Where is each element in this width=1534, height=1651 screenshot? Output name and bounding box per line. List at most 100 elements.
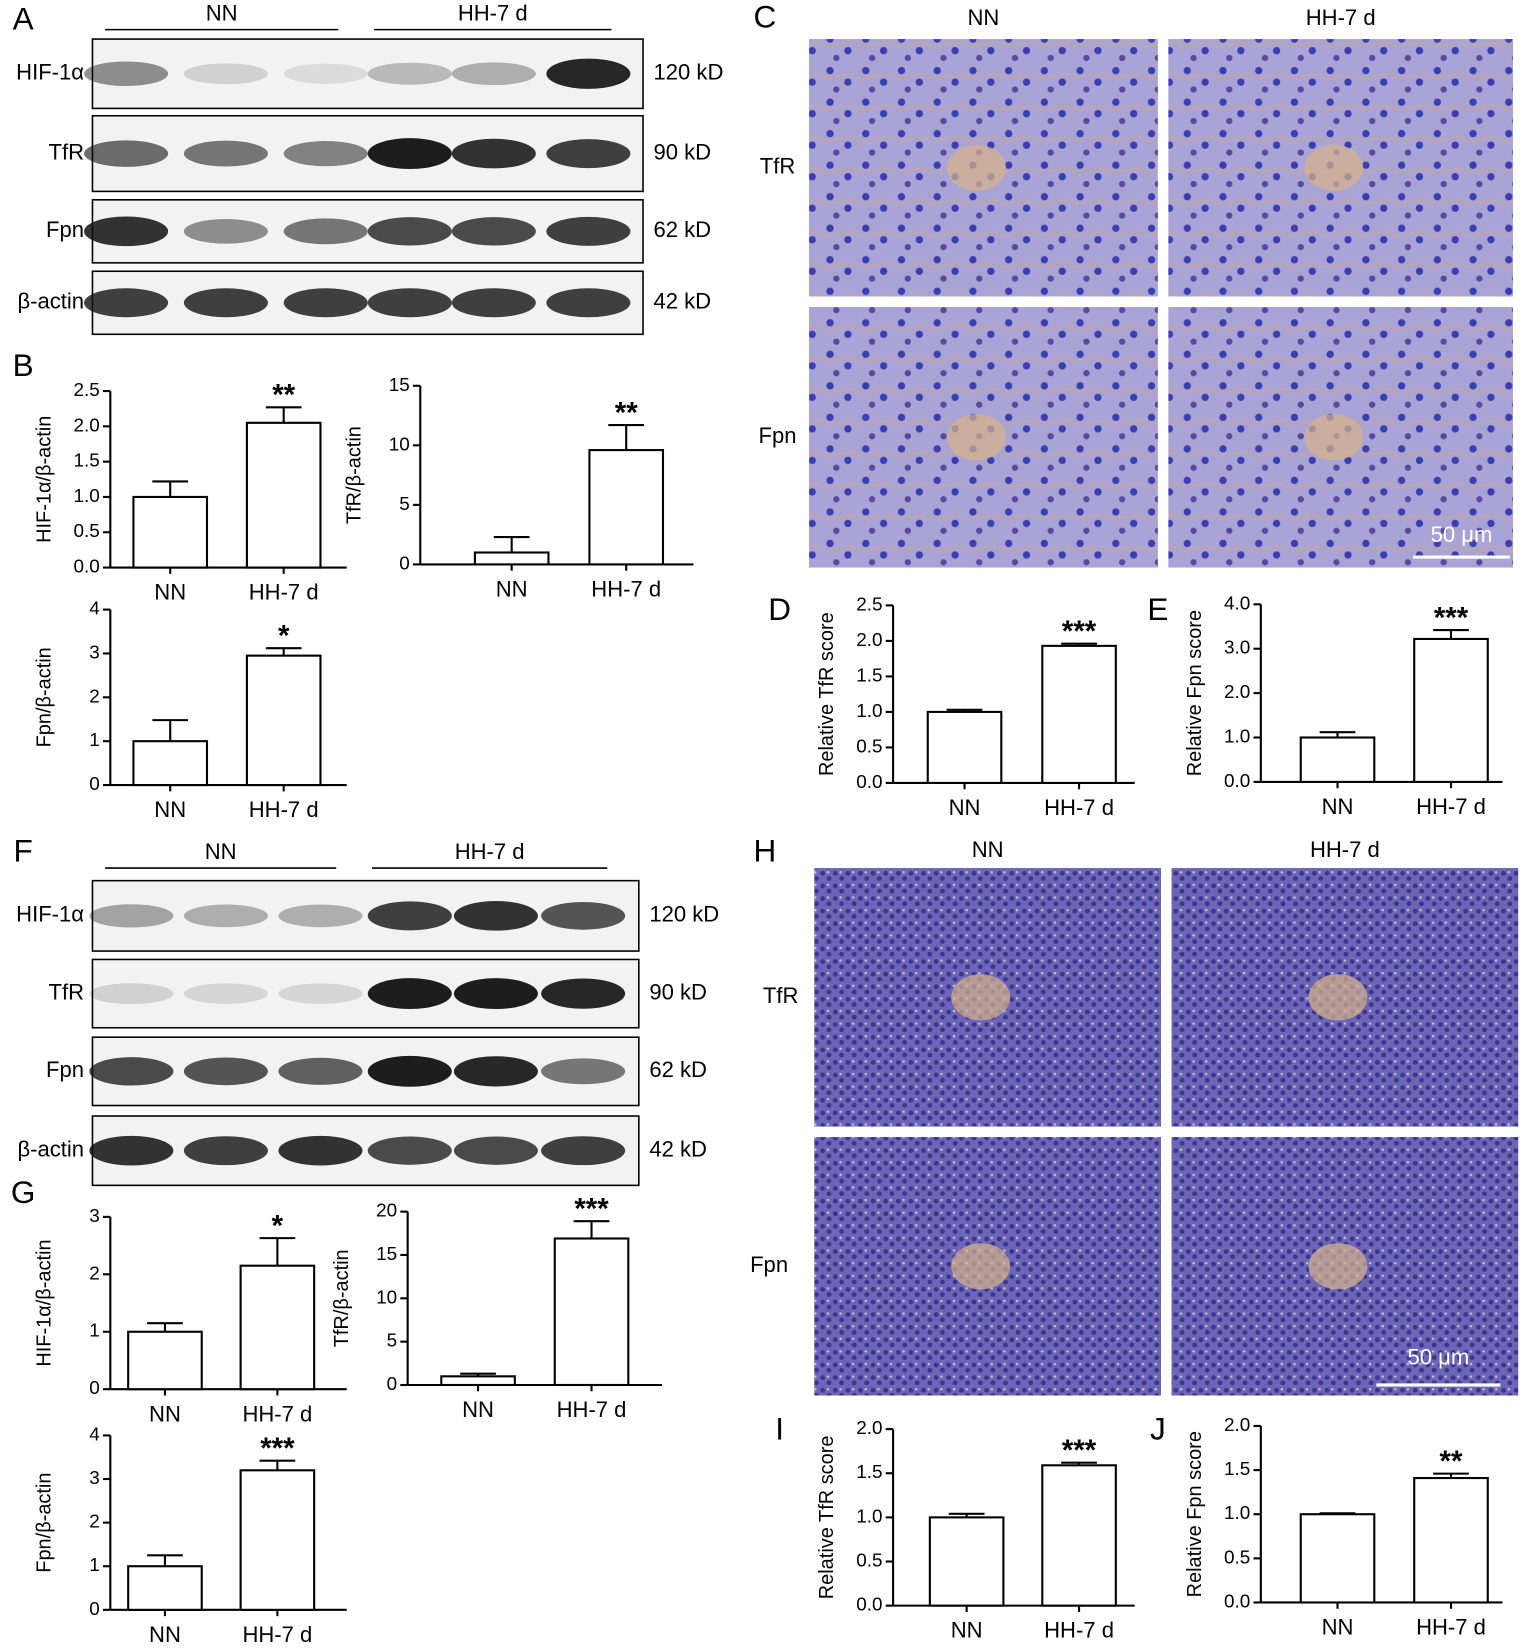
size-label: 120 kD <box>654 60 724 85</box>
row-label: TfR <box>763 983 799 1008</box>
bar <box>1041 644 1117 784</box>
blot-band <box>367 288 452 318</box>
group-label: NN <box>205 839 237 864</box>
blot-band <box>546 139 631 169</box>
y-tick-label: 4 <box>89 599 100 620</box>
y-tick-label: 2.0 <box>1224 682 1250 703</box>
y-tick-label: 15 <box>389 375 410 396</box>
y-tick-label: 5 <box>399 494 410 515</box>
y-tick-label: 4.0 <box>1224 593 1250 614</box>
y-tick-label: 1.0 <box>74 486 100 507</box>
group-label: NN <box>206 1 238 26</box>
size-label: 42 kD <box>654 289 712 314</box>
y-axis-label: Relative TfR score <box>816 1436 838 1600</box>
y-tick-label: 1 <box>89 1555 100 1576</box>
y-tick-label: 2.0 <box>1224 1415 1250 1436</box>
x-tick-label: HH-7 d <box>1416 1615 1486 1640</box>
bar <box>928 1516 1005 1607</box>
blot-band <box>89 904 174 928</box>
bar <box>588 449 665 566</box>
y-tick-label: 10 <box>389 434 410 455</box>
y-tick-label: 1 <box>89 730 100 751</box>
blot-band <box>84 61 169 87</box>
y-tick-label: 20 <box>376 1201 397 1222</box>
blot-band <box>84 288 169 318</box>
blot-band <box>367 217 452 246</box>
y-tick-label: 2 <box>89 1512 100 1533</box>
ihc-vessel <box>1308 974 1368 1021</box>
y-axis-label: Fpn/β-actin <box>33 1473 55 1573</box>
blot-band <box>453 978 538 1010</box>
bar <box>239 1264 316 1391</box>
column-label: NN <box>968 5 1000 30</box>
y-tick-label: 1.5 <box>856 1462 882 1483</box>
blot-band <box>278 904 363 928</box>
y-tick-label: 2 <box>89 686 100 707</box>
blot-band <box>367 138 452 170</box>
x-tick-label: NN <box>1322 794 1354 819</box>
y-tick-label: 2.0 <box>856 630 882 651</box>
size-label: 90 kD <box>654 139 712 164</box>
ihc-vessel <box>951 1243 1011 1290</box>
size-label: 42 kD <box>649 1137 707 1162</box>
y-tick-label: 0 <box>399 553 410 574</box>
blot-band <box>541 1058 626 1085</box>
bar <box>473 551 550 566</box>
x-tick-label: HH-7 d <box>249 797 319 822</box>
significance: * <box>278 619 290 652</box>
bar <box>132 740 209 787</box>
bar <box>127 1330 203 1391</box>
blot-band <box>451 62 536 86</box>
blot-band <box>546 216 631 246</box>
panel-letter: G <box>11 1174 36 1210</box>
ihc-vessel <box>1308 1243 1368 1290</box>
blot-band <box>278 1057 363 1085</box>
significance: * <box>272 1209 284 1242</box>
bar <box>1299 736 1376 783</box>
y-tick-label: 0.0 <box>856 772 882 793</box>
blot-band <box>283 288 368 318</box>
group-label: HH-7 d <box>455 839 525 864</box>
scale-label: 50 μm <box>1408 1345 1470 1370</box>
y-axis-label: HIF-1α/β-actin <box>33 1239 55 1366</box>
bar <box>127 1565 203 1611</box>
x-tick-label: HH-7 d <box>242 1401 312 1426</box>
y-tick-label: 3 <box>89 1468 100 1489</box>
x-tick-label: HH-7 d <box>1044 1618 1114 1643</box>
protein-label: HIF-1α <box>16 60 84 85</box>
y-tick-label: 0.0 <box>1224 1591 1250 1612</box>
ihc-vessel <box>947 414 1006 461</box>
blot-band <box>453 1056 538 1087</box>
protein-label: TfR <box>49 139 85 164</box>
bar <box>1413 637 1489 783</box>
blot-band <box>278 983 363 1004</box>
blot-band <box>367 1055 452 1087</box>
blot-band <box>453 901 538 931</box>
x-tick-label: HH-7 d <box>1044 795 1114 820</box>
y-tick-label: 1 <box>89 1321 100 1342</box>
y-tick-label: 15 <box>376 1244 397 1265</box>
ihc-vessel <box>1304 414 1364 461</box>
blot-band <box>183 63 268 85</box>
significance: *** <box>1062 1434 1097 1467</box>
panel-letter: H <box>754 833 777 869</box>
panel-letter: F <box>13 833 32 869</box>
blot-band <box>89 1057 174 1086</box>
protein-label: Fpn <box>46 1057 84 1082</box>
x-tick-label: NN <box>154 580 186 605</box>
protein-label: Fpn <box>46 217 84 242</box>
y-axis-label: TfR/β-actin <box>331 1249 353 1347</box>
blot-band <box>183 904 268 928</box>
y-tick-label: 3.0 <box>1224 638 1250 659</box>
panel-letter: E <box>1147 591 1168 627</box>
y-tick-label: 0.0 <box>74 557 100 578</box>
y-tick-label: 1.5 <box>856 665 882 686</box>
x-tick-label: NN <box>154 797 186 822</box>
bar <box>1041 1464 1117 1607</box>
blot-band <box>89 1135 174 1166</box>
blot-band <box>183 288 268 318</box>
blot-band <box>546 58 631 89</box>
size-label: 120 kD <box>649 902 719 927</box>
y-tick-label: 5 <box>387 1331 398 1352</box>
